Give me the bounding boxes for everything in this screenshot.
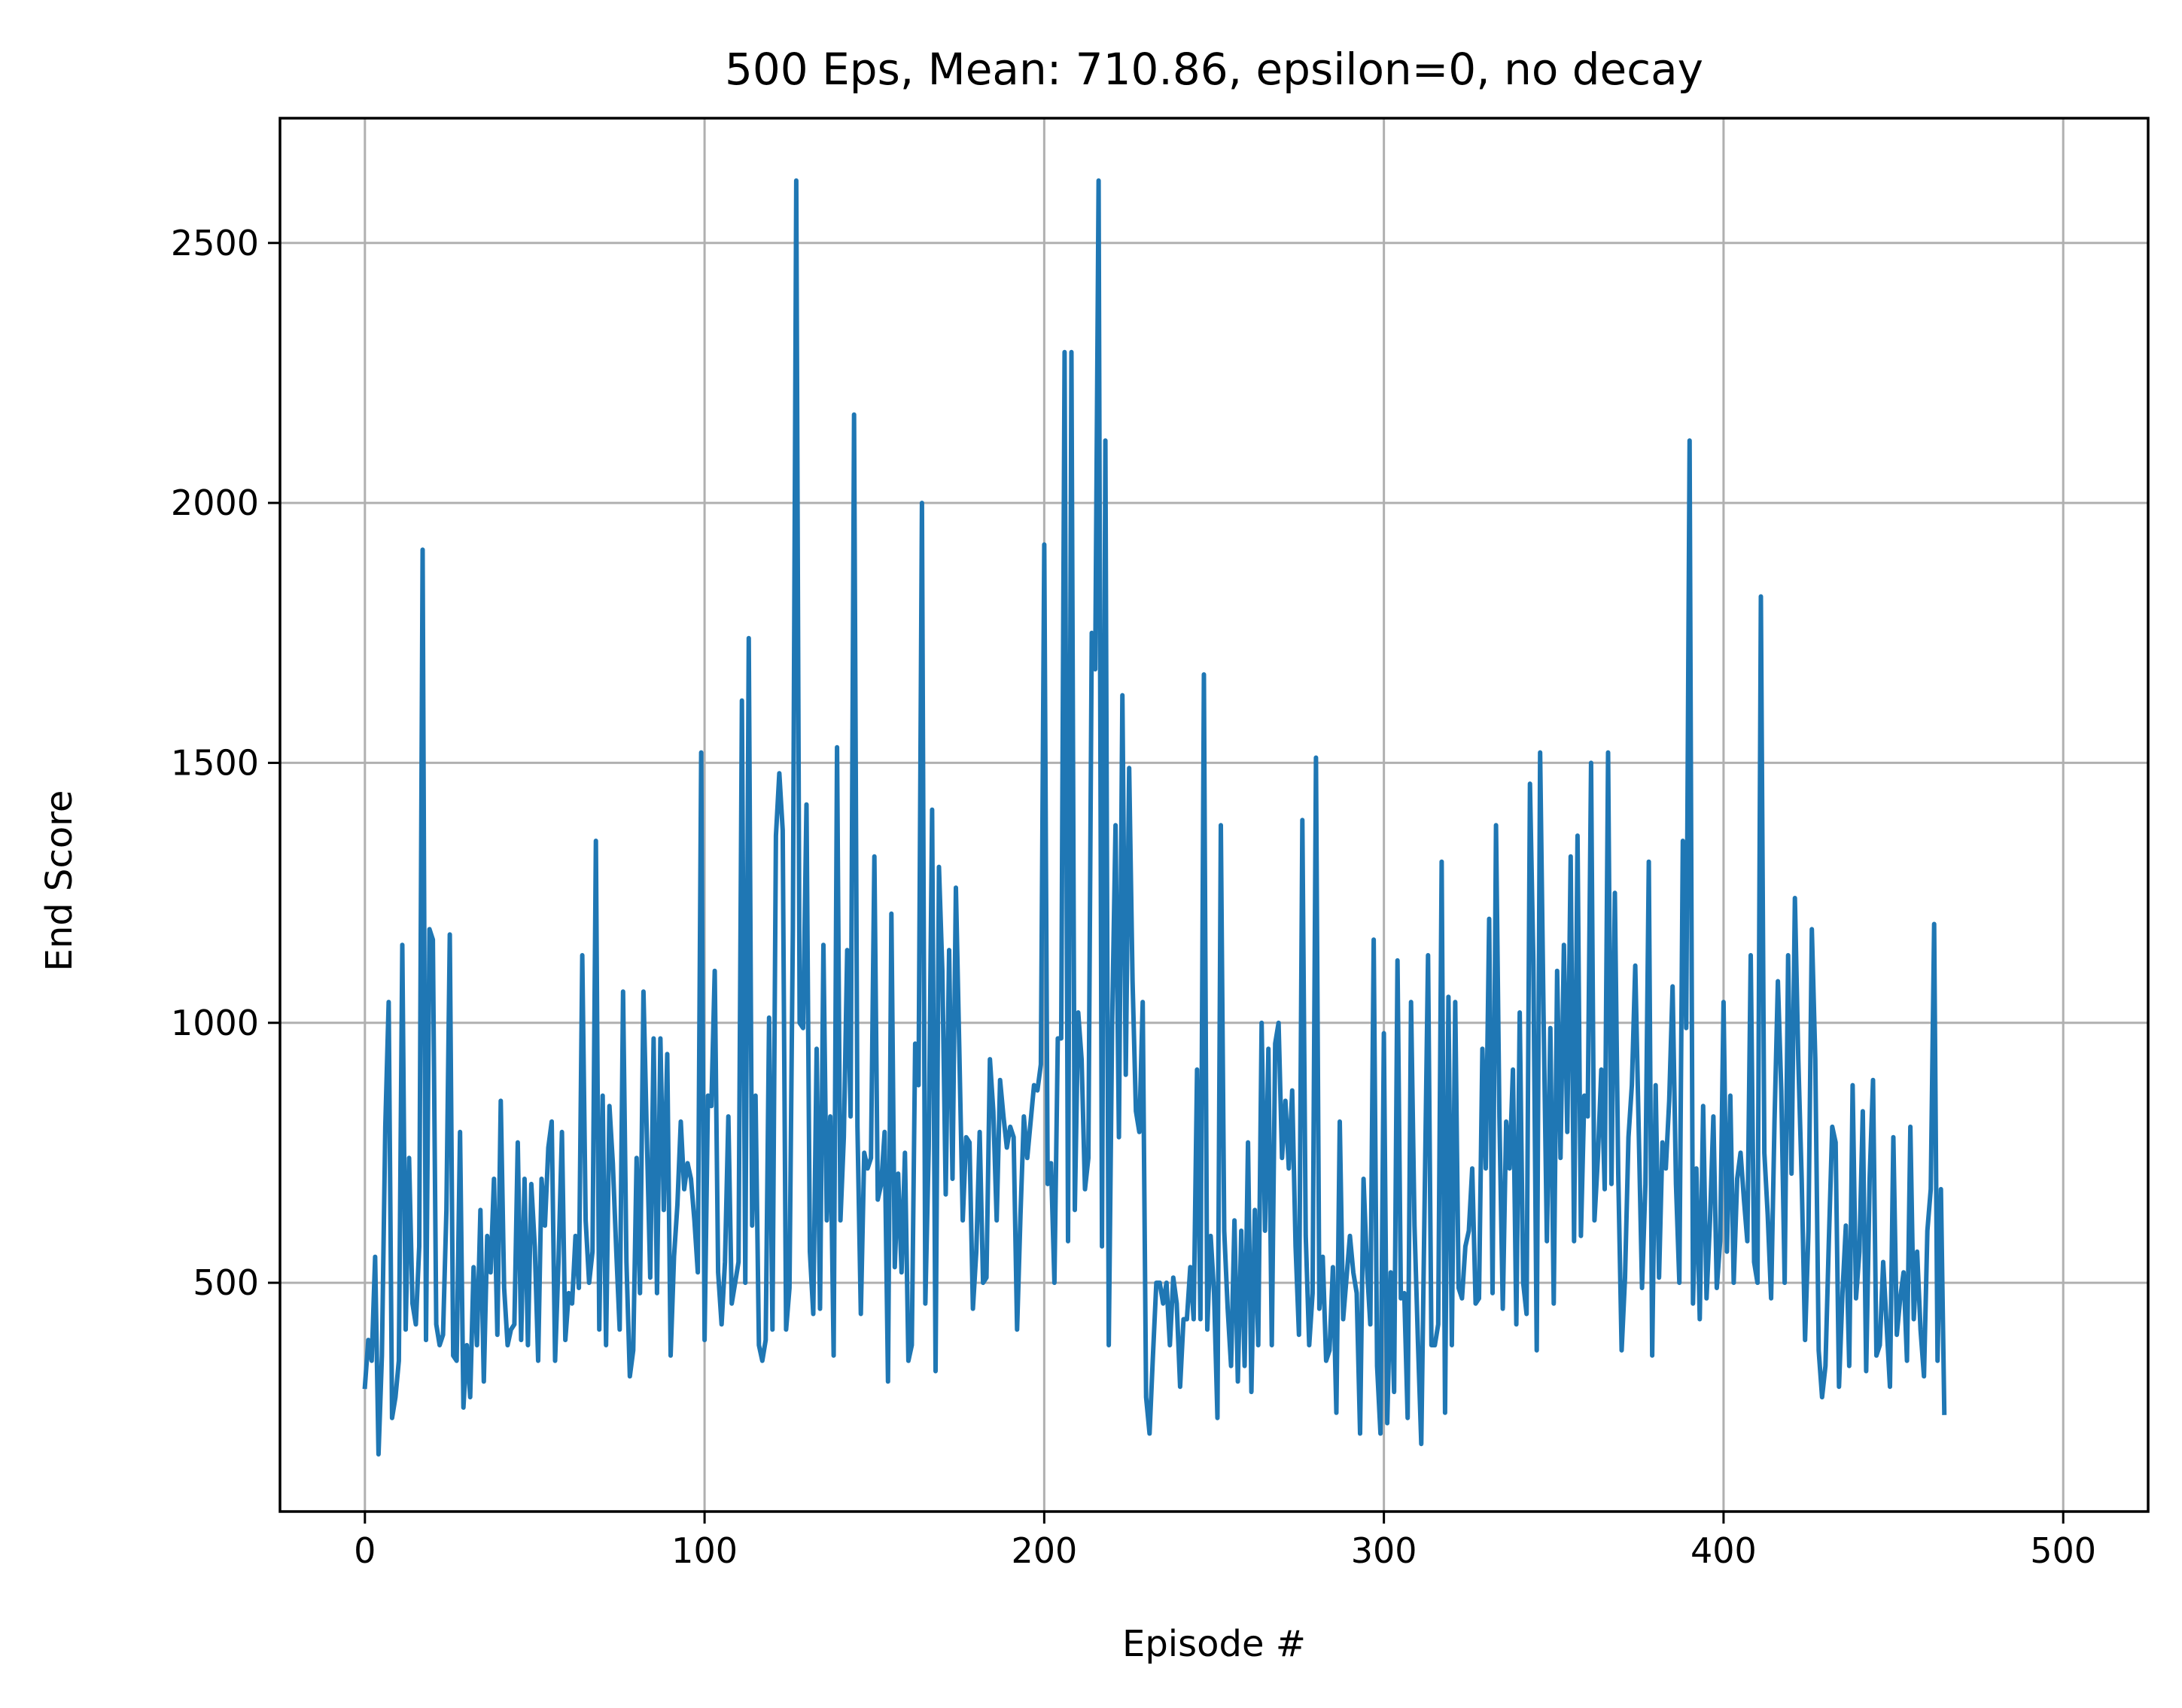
x-tick-label: 0 [354,1530,376,1571]
y-tick-label: 500 [193,1262,259,1303]
series-line [362,178,1947,1457]
y-tick-label: 1500 [171,742,259,783]
x-tick-label: 400 [1691,1530,1757,1571]
plot-frame [278,117,2150,1513]
ticks: 0 100 200 300 400 500 500 1000 1500 2000 2500 [171,223,2096,1571]
y-tick-label: 1000 [171,1003,259,1043]
y-axis-label: End Score [38,790,81,972]
x-tick-label: 200 [1011,1530,1077,1571]
x-tick-label: 100 [671,1530,738,1571]
x-axis-label: Episode # [1122,1623,1306,1665]
y-tick-label: 2000 [171,483,259,523]
x-tick-label: 300 [1351,1530,1417,1571]
series-layer [362,178,1947,1457]
y-tick-label: 2500 [171,223,259,263]
chart-title: 500 Eps, Mean: 710.86, epsilon=0, no dec… [725,44,1703,95]
x-tick-label: 500 [2030,1530,2096,1571]
